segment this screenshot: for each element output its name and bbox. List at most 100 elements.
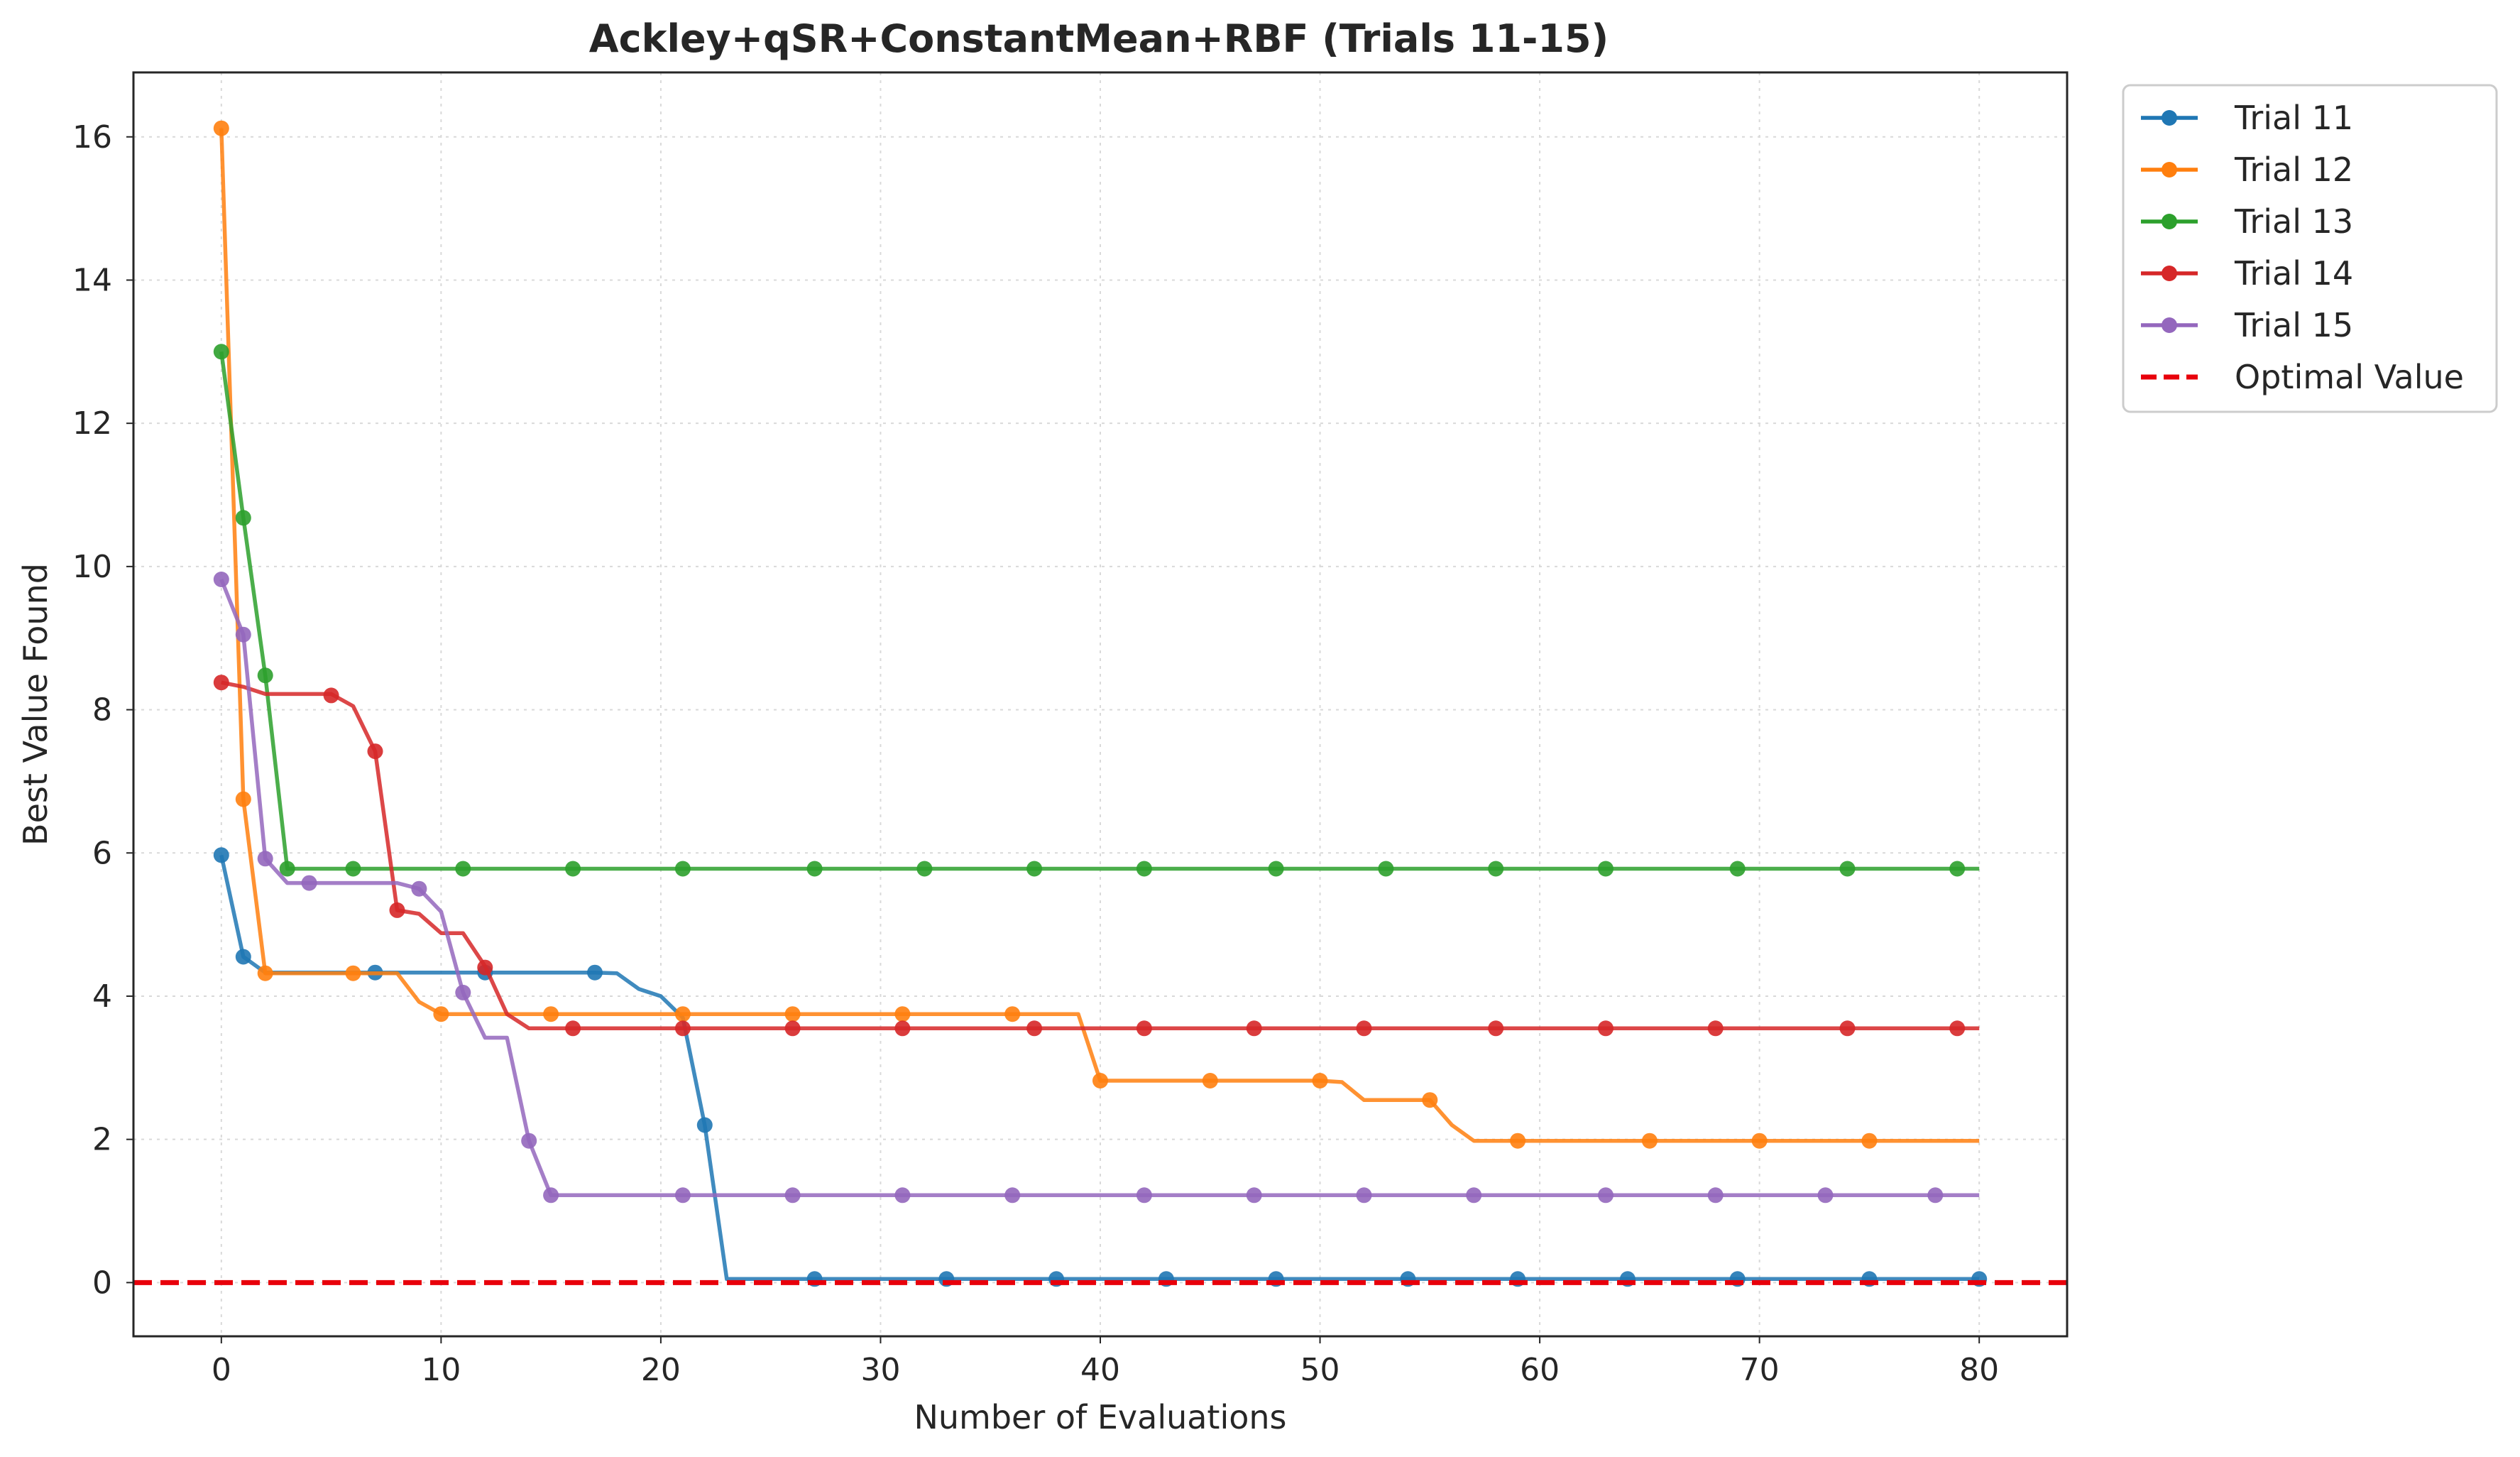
data-point bbox=[433, 1006, 449, 1022]
data-point bbox=[674, 1006, 691, 1022]
data-point bbox=[1839, 861, 1856, 877]
y-tick-label: 14 bbox=[72, 262, 112, 298]
data-point bbox=[1598, 1187, 1614, 1204]
data-point bbox=[784, 1006, 801, 1022]
legend-label: Trial 14 bbox=[2234, 254, 2353, 293]
legend-marker bbox=[2162, 110, 2177, 126]
data-point bbox=[323, 687, 339, 704]
data-point bbox=[1422, 1092, 1438, 1108]
data-point bbox=[806, 861, 823, 877]
data-point bbox=[894, 1187, 911, 1204]
data-point bbox=[784, 1187, 801, 1204]
x-tick-label: 20 bbox=[641, 1352, 681, 1388]
plot-area bbox=[133, 120, 2067, 1287]
data-point bbox=[1004, 1187, 1021, 1204]
data-point bbox=[1598, 861, 1614, 877]
data-point bbox=[235, 791, 251, 807]
legend: Trial 11 Trial 12 Trial 13 Trial 14 Trial 15… bbox=[2122, 84, 2498, 413]
data-point bbox=[1466, 1187, 1482, 1204]
legend-item: Trial 15 bbox=[2141, 306, 2353, 344]
x-tick-label: 10 bbox=[421, 1352, 461, 1388]
data-point bbox=[367, 743, 383, 760]
data-point bbox=[521, 1133, 537, 1149]
data-point bbox=[696, 1117, 713, 1133]
data-point bbox=[1092, 1073, 1108, 1088]
data-point bbox=[235, 626, 251, 643]
legend-label: Trial 15 bbox=[2234, 306, 2353, 344]
data-point bbox=[301, 875, 317, 891]
data-point bbox=[1136, 1187, 1152, 1204]
data-point bbox=[1510, 1133, 1526, 1149]
series-trial-12 bbox=[213, 120, 1980, 1149]
data-point bbox=[235, 949, 251, 965]
data-point bbox=[1641, 1133, 1658, 1149]
data-point bbox=[257, 667, 273, 684]
y-tick-label: 0 bbox=[92, 1265, 112, 1301]
data-point bbox=[477, 959, 493, 976]
data-point bbox=[1729, 861, 1746, 877]
x-axis-label: Number of Evaluations bbox=[914, 1398, 1286, 1436]
series-trial-13 bbox=[213, 344, 1980, 877]
series-line bbox=[219, 854, 1980, 1282]
series-trial-15 bbox=[213, 572, 1980, 1204]
x-tick-label: 40 bbox=[1080, 1352, 1120, 1388]
data-point bbox=[1378, 861, 1394, 877]
x-tick-label: 80 bbox=[1959, 1352, 1999, 1388]
data-point bbox=[1026, 1020, 1043, 1037]
data-point bbox=[455, 984, 471, 1000]
x-tick-label: 70 bbox=[1740, 1352, 1780, 1388]
data-point bbox=[543, 1187, 559, 1204]
data-point bbox=[213, 120, 229, 136]
x-tick-label: 50 bbox=[1300, 1352, 1340, 1388]
data-point bbox=[894, 1006, 911, 1022]
data-point bbox=[1598, 1020, 1614, 1037]
data-point bbox=[257, 851, 273, 867]
data-point bbox=[1488, 861, 1504, 877]
data-point bbox=[213, 344, 229, 360]
data-point bbox=[543, 1006, 559, 1022]
data-point bbox=[916, 861, 933, 877]
legend-label: Optimal Value bbox=[2235, 358, 2464, 396]
series-trial-14 bbox=[213, 675, 1980, 1037]
data-point bbox=[894, 1020, 911, 1037]
data-point bbox=[411, 880, 427, 897]
data-point bbox=[1927, 1187, 1944, 1204]
legend-marker bbox=[2162, 162, 2177, 178]
data-point bbox=[784, 1020, 801, 1037]
legend-item: Trial 13 bbox=[2141, 202, 2353, 241]
y-tick-label: 4 bbox=[92, 978, 112, 1015]
data-point bbox=[1136, 1020, 1152, 1037]
data-point bbox=[1839, 1020, 1856, 1037]
data-point bbox=[257, 965, 273, 981]
data-point bbox=[1026, 861, 1043, 877]
y-axis-label: Best Value Found bbox=[16, 563, 55, 846]
data-point bbox=[587, 964, 603, 981]
data-point bbox=[674, 1020, 691, 1037]
chart-title: Ackley+qSR+ConstantMean+RBF (Trials 11-1… bbox=[589, 16, 1609, 61]
data-point bbox=[389, 902, 405, 918]
data-point bbox=[1861, 1133, 1878, 1149]
legend-marker bbox=[2162, 214, 2177, 229]
data-point bbox=[1949, 861, 1966, 877]
data-point bbox=[565, 1020, 581, 1037]
data-point bbox=[674, 1187, 691, 1204]
data-point bbox=[1004, 1006, 1021, 1022]
y-tick-label: 16 bbox=[72, 119, 112, 155]
axis-ticks: 0 10 20 30 40 50 60 70 80 0 2 4 6 8 10 12 14 16 bbox=[72, 119, 1999, 1388]
x-tick-label: 0 bbox=[212, 1352, 231, 1388]
data-point bbox=[1356, 1020, 1372, 1037]
legend-item: Trial 14 bbox=[2141, 254, 2353, 293]
y-tick-label: 10 bbox=[72, 549, 112, 585]
data-point bbox=[1751, 1133, 1768, 1149]
data-point bbox=[1312, 1073, 1328, 1088]
data-point bbox=[1246, 1020, 1262, 1037]
data-point bbox=[279, 861, 295, 877]
legend-item: Trial 12 bbox=[2141, 151, 2353, 189]
data-point bbox=[1707, 1187, 1724, 1204]
data-point bbox=[1202, 1073, 1218, 1088]
legend-item: Optimal Value bbox=[2141, 358, 2464, 396]
x-tick-label: 60 bbox=[1520, 1352, 1560, 1388]
data-point bbox=[235, 510, 251, 526]
